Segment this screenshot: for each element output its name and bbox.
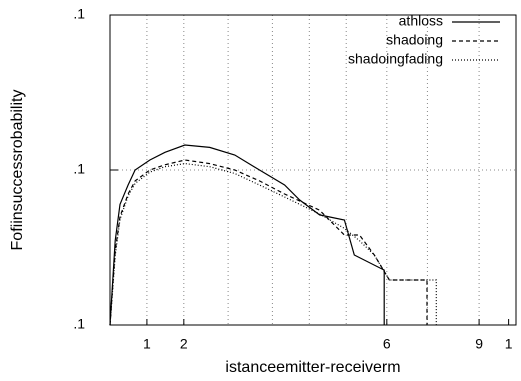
x-tick-label: 6 xyxy=(383,336,391,352)
legend-label: shadoing xyxy=(386,32,443,48)
legend-label: athloss xyxy=(399,13,443,29)
x-tick-label: 1 xyxy=(143,336,151,352)
x-tick-label: 1 xyxy=(505,336,513,352)
x-tick-label: 9 xyxy=(475,336,483,352)
x-axis-title: istanceemitter-receiverm xyxy=(225,359,400,376)
line-series xyxy=(109,159,428,326)
line-series xyxy=(109,144,385,326)
y-tick-label: .1 xyxy=(73,161,85,177)
legend-label: shadoingfading xyxy=(348,51,443,67)
y-axis-title: Fofiinsuccessrobability xyxy=(9,90,26,251)
y-tick-label: .1 xyxy=(73,316,85,332)
y-tick-label: .1 xyxy=(73,6,85,22)
x-tick-label: 2 xyxy=(180,336,188,352)
plot-frame xyxy=(109,14,517,326)
